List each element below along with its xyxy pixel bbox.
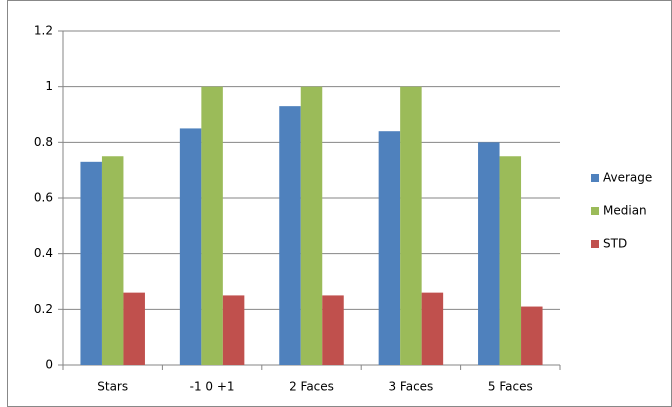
legend-label: Median	[603, 204, 647, 218]
y-tick-label: 1.2	[34, 24, 53, 38]
x-tick-label: Stars	[97, 380, 128, 394]
legend-label: STD	[603, 237, 627, 251]
y-tick-label: 0.2	[34, 302, 53, 316]
bar	[80, 161, 102, 365]
y-tick-label: 0.8	[34, 135, 53, 149]
x-tick-label: -1 0 +1	[190, 380, 235, 394]
legend-swatch	[591, 240, 599, 248]
legend-swatch	[591, 207, 599, 215]
y-tick-label: 0.4	[34, 246, 53, 260]
bar	[499, 156, 522, 365]
bar	[201, 86, 223, 366]
bar	[101, 156, 124, 365]
y-tick-label: 0.6	[34, 191, 53, 205]
y-tick-label: 1	[45, 79, 53, 93]
legend-swatch	[591, 174, 599, 182]
bar	[322, 295, 344, 365]
bar	[279, 106, 301, 366]
bar	[400, 86, 422, 366]
bar	[521, 306, 543, 365]
bar	[123, 292, 145, 365]
bar	[378, 131, 401, 365]
bar	[300, 86, 323, 366]
y-tick-label: 0	[45, 358, 53, 372]
bar	[179, 128, 202, 365]
bar	[421, 292, 444, 365]
bar	[222, 295, 245, 365]
legend-label: Average	[603, 171, 652, 185]
bar	[478, 142, 500, 365]
x-tick-label: 3 Faces	[388, 380, 433, 394]
x-tick-label: 2 Faces	[289, 380, 334, 394]
x-tick-label: 5 Faces	[488, 380, 533, 394]
